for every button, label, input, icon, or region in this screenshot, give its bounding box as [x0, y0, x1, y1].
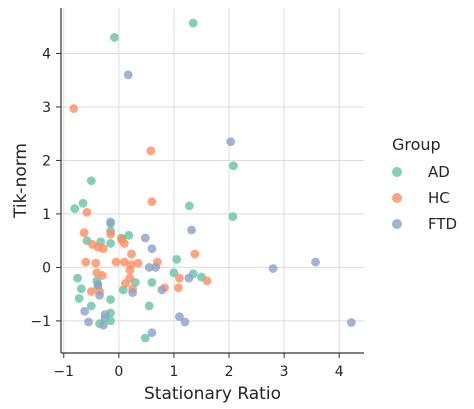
point-ad: [144, 301, 154, 311]
point-ftd: [346, 318, 356, 327]
data-points: [69, 18, 356, 343]
y-tick-label: −1: [30, 314, 51, 330]
point-hc: [86, 287, 96, 296]
x-tick-label: 4: [335, 364, 344, 380]
axes: [56, 8, 364, 358]
point-hc: [175, 273, 184, 283]
tick-labels: −1 0 1 2 3 4 −1 0 1 2 3 4: [30, 46, 343, 380]
point-ftd: [151, 263, 161, 272]
legend-marker-ftd: [392, 219, 402, 229]
y-tick-label: 2: [42, 153, 51, 169]
point-hc: [119, 257, 129, 267]
point-ftd: [147, 328, 157, 338]
point-ad: [73, 273, 82, 283]
point-hc: [69, 104, 79, 113]
x-tick-label: 2: [225, 364, 234, 380]
point-ad: [140, 333, 150, 343]
point-ftd: [80, 306, 90, 316]
x-tick-label: 1: [169, 364, 178, 380]
y-axis-label: Tik-norm: [11, 143, 31, 219]
legend-marker-ad: [392, 167, 402, 177]
point-ad: [228, 212, 238, 222]
y-tick-label: 4: [42, 46, 51, 62]
point-ad: [229, 161, 238, 171]
y-tick-label: 0: [42, 260, 51, 276]
point-hc: [125, 265, 135, 275]
point-ad: [78, 198, 88, 208]
x-axis-label: Stationary Ratio: [144, 384, 281, 404]
point-ad: [106, 238, 115, 248]
point-hc: [91, 258, 101, 268]
point-ad: [86, 176, 96, 186]
legend-label-ad: AD: [428, 163, 450, 181]
point-hc: [202, 276, 212, 286]
point-ad: [188, 18, 198, 28]
point-ftd: [180, 317, 190, 327]
x-tick-label: 0: [114, 364, 123, 380]
point-ftd: [184, 273, 194, 283]
point-hc: [173, 283, 183, 293]
point-ad: [70, 204, 80, 213]
point-ad: [172, 254, 182, 264]
point-ad: [169, 268, 179, 278]
point-ftd: [147, 244, 157, 254]
x-tick-label: 3: [280, 364, 289, 380]
x-tick-label: −1: [53, 364, 74, 380]
y-tick-label: 3: [42, 100, 51, 116]
point-hc: [97, 271, 107, 280]
point-hc: [106, 229, 115, 239]
point-ftd: [187, 225, 196, 235]
point-ftd: [99, 320, 108, 330]
point-hc: [190, 249, 200, 259]
point-ftd: [175, 312, 184, 322]
point-ad: [86, 301, 96, 311]
point-ftd: [311, 257, 320, 267]
legend-label-hc: HC: [428, 189, 450, 207]
point-ad: [184, 201, 194, 211]
point-hc: [79, 228, 89, 238]
point-ftd: [84, 317, 93, 327]
point-hc: [133, 258, 143, 268]
point-ad: [76, 284, 86, 294]
point-hc: [127, 249, 136, 259]
y-tick-label: 1: [42, 207, 51, 223]
point-hc: [146, 146, 156, 156]
point-ftd: [93, 280, 103, 289]
legend-title: Group: [392, 135, 441, 154]
point-ftd: [106, 219, 115, 228]
point-hc: [147, 197, 157, 207]
point-ftd: [157, 285, 167, 295]
point-ad: [106, 295, 115, 304]
point-hc: [99, 244, 108, 254]
point-ftd: [100, 310, 110, 319]
legend-label-ftd: FTD: [428, 215, 457, 233]
point-hc: [125, 273, 135, 283]
point-ftd: [268, 264, 278, 273]
point-ftd: [140, 233, 150, 243]
point-ad: [110, 33, 119, 42]
point-hc: [82, 207, 92, 217]
point-ftd: [144, 263, 154, 272]
point-ad: [147, 277, 157, 287]
point-ftd: [226, 137, 236, 147]
grid: [61, 8, 364, 353]
point-ftd: [128, 288, 138, 297]
point-hc: [111, 257, 121, 267]
point-hc: [81, 257, 91, 267]
point-ftd: [123, 70, 133, 80]
point-ad: [74, 294, 84, 303]
legend: Group AD HC FTD: [392, 135, 457, 233]
point-ad: [124, 230, 134, 240]
legend-marker-hc: [392, 193, 402, 203]
point-ftd: [95, 290, 104, 300]
point-hc: [119, 238, 129, 248]
